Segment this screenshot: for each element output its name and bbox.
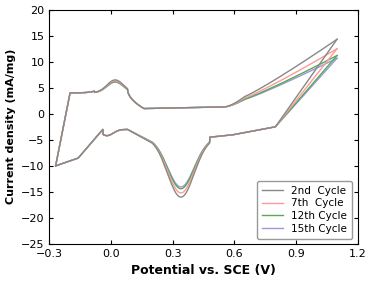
7th  Cycle [296,69,300,73]
2nd  Cycle [71,91,75,95]
12th Cycle [217,105,221,109]
15th Cycle [296,75,300,79]
7th  Cycle [54,164,58,168]
12th Cycle [71,91,75,95]
Legend: 2nd  Cycle, 7th  Cycle, 12th Cycle, 15th Cycle: 2nd Cycle, 7th Cycle, 12th Cycle, 15th C… [257,181,352,239]
12th Cycle [54,164,58,168]
7th  Cycle [71,91,75,95]
12th Cycle [267,87,271,91]
12th Cycle [224,105,229,108]
7th  Cycle [267,85,271,88]
2nd  Cycle [232,101,237,105]
7th  Cycle [217,105,221,109]
7th  Cycle [335,47,339,50]
15th Cycle [232,102,237,106]
Line: 12th Cycle: 12th Cycle [56,55,337,166]
X-axis label: Potential vs. SCE (V): Potential vs. SCE (V) [131,264,276,277]
Line: 2nd  Cycle: 2nd Cycle [56,39,337,166]
2nd  Cycle [224,105,229,108]
15th Cycle [267,88,271,92]
7th  Cycle [224,105,229,108]
Line: 7th  Cycle: 7th Cycle [56,49,337,166]
2nd  Cycle [217,105,221,109]
12th Cycle [335,54,339,57]
7th  Cycle [232,102,237,105]
15th Cycle [217,105,221,109]
15th Cycle [71,91,75,95]
Line: 15th Cycle: 15th Cycle [56,58,337,166]
2nd  Cycle [267,82,271,85]
12th Cycle [232,102,237,106]
12th Cycle [296,74,300,77]
2nd  Cycle [335,38,339,41]
15th Cycle [224,105,229,108]
15th Cycle [54,164,58,168]
Y-axis label: Current density (mA/mg): Current density (mA/mg) [6,49,16,205]
2nd  Cycle [296,64,300,67]
15th Cycle [335,57,339,60]
2nd  Cycle [54,164,58,168]
